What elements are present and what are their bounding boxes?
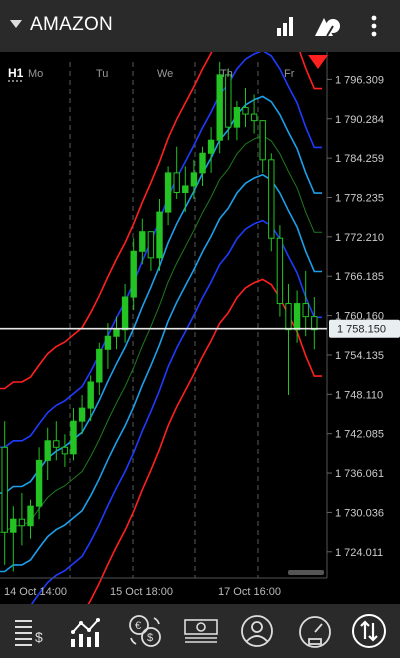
day-label-tu: Tu xyxy=(96,68,108,80)
candle xyxy=(259,120,266,161)
bar-chart-icon[interactable] xyxy=(271,12,299,40)
svg-text:€: € xyxy=(135,620,141,632)
candle xyxy=(113,329,120,337)
candle xyxy=(96,348,103,383)
day-label-mo: Mo xyxy=(28,68,43,80)
candle xyxy=(242,107,249,115)
candle xyxy=(293,303,301,331)
current-price-tag: 1 758.150 xyxy=(329,319,400,338)
candle xyxy=(302,303,309,318)
more-vert-icon[interactable] xyxy=(360,12,388,40)
band-line-lower-outer xyxy=(87,278,322,604)
time-label-0: 14 Oct 14:00 xyxy=(4,586,67,598)
candle xyxy=(156,211,163,259)
candle xyxy=(87,381,94,409)
time-label-2: 17 Oct 16:00 xyxy=(218,586,281,598)
candle xyxy=(225,74,232,128)
day-label-we: We xyxy=(157,68,173,80)
band-line-middle xyxy=(0,135,322,533)
candle xyxy=(147,231,155,259)
candle xyxy=(53,440,60,448)
quotes-icon[interactable]: $ xyxy=(10,612,48,650)
alert-marker-icon xyxy=(308,55,328,69)
shapes-icon[interactable] xyxy=(313,12,341,40)
dropdown-caret-icon[interactable] xyxy=(10,20,22,28)
candle xyxy=(311,316,318,331)
candle xyxy=(199,152,206,174)
price-tick-label: 1 748.110 xyxy=(335,389,383,401)
candle xyxy=(139,231,146,252)
price-tick-label: 1 754.135 xyxy=(335,350,384,362)
price-tick-label: 1 772.210 xyxy=(335,232,384,244)
candle xyxy=(268,159,275,239)
candle xyxy=(78,407,86,422)
price-tick-label: 1 730.036 xyxy=(335,507,384,519)
price-tick-label: 1 766.185 xyxy=(335,271,384,283)
candle xyxy=(10,518,17,533)
candle xyxy=(276,237,284,305)
candle xyxy=(35,459,43,507)
candle xyxy=(233,107,241,128)
candle xyxy=(121,296,129,331)
candles xyxy=(1,61,318,572)
updown-icon[interactable] xyxy=(350,612,388,650)
candle xyxy=(104,335,112,350)
price-chart[interactable]: 1 796.309 1 790.284 1 784.259 1 778.235 1 77… xyxy=(0,52,400,604)
timeframe-label[interactable]: H1 xyxy=(8,66,24,80)
bottom-navigation: $ € $ xyxy=(0,604,400,658)
price-tick-label: 1 760.160 xyxy=(335,311,384,323)
account-icon[interactable] xyxy=(238,612,276,650)
candle xyxy=(130,250,137,298)
price-tick-label: 1 742.085 xyxy=(335,429,384,441)
chart-scrollbar[interactable] xyxy=(288,570,324,575)
price-tick-label: 1 796.309 xyxy=(335,74,384,86)
candle xyxy=(1,446,8,533)
candle xyxy=(173,172,180,193)
candle xyxy=(70,420,77,455)
price-tick-label: 1 736.061 xyxy=(335,468,384,480)
time-axis: 14 Oct 14:00 15 Oct 18:00 17 Oct 16:00 xyxy=(4,586,281,598)
svg-text:$: $ xyxy=(147,632,153,644)
price-tick-label: 1 724.011 xyxy=(335,547,383,559)
chart-canvas[interactable]: 1 796.309 1 790.284 1 784.259 1 778.235 1 77… xyxy=(0,52,400,604)
candle xyxy=(18,518,26,527)
candle xyxy=(44,440,51,461)
price-tick-label: 1 778.235 xyxy=(335,192,384,204)
day-label-th: Th xyxy=(220,68,233,80)
candle xyxy=(216,74,223,141)
candle xyxy=(285,303,292,331)
dashboard-icon[interactable] xyxy=(296,612,334,650)
time-label-1: 15 Oct 18:00 xyxy=(110,586,173,598)
candle xyxy=(164,172,172,213)
day-labels: H1 Mo Tu We Th Fr xyxy=(8,66,295,82)
candle xyxy=(27,505,34,527)
candle xyxy=(207,139,215,154)
grid xyxy=(69,62,259,578)
trade-icon[interactable]: € $ xyxy=(126,612,164,650)
band-line-upper-outer xyxy=(0,52,322,390)
current-price-value: 1 758.150 xyxy=(337,324,386,336)
price-axis: 1 796.309 1 790.284 1 784.259 1 778.235 1 77… xyxy=(327,74,384,559)
candle xyxy=(250,113,258,122)
top-bar: AMAZON xyxy=(0,0,400,52)
svg-text:$: $ xyxy=(35,629,43,645)
price-tick-label: 1 790.284 xyxy=(335,114,384,126)
price-tick-label: 1 784.259 xyxy=(335,153,384,165)
day-label-fr: Fr xyxy=(284,68,295,80)
candle xyxy=(182,185,189,193)
chart-icon[interactable] xyxy=(68,612,106,650)
money-icon[interactable] xyxy=(182,612,220,650)
candle xyxy=(190,172,198,187)
candle xyxy=(61,446,69,455)
instrument-title[interactable]: AMAZON xyxy=(30,14,114,35)
